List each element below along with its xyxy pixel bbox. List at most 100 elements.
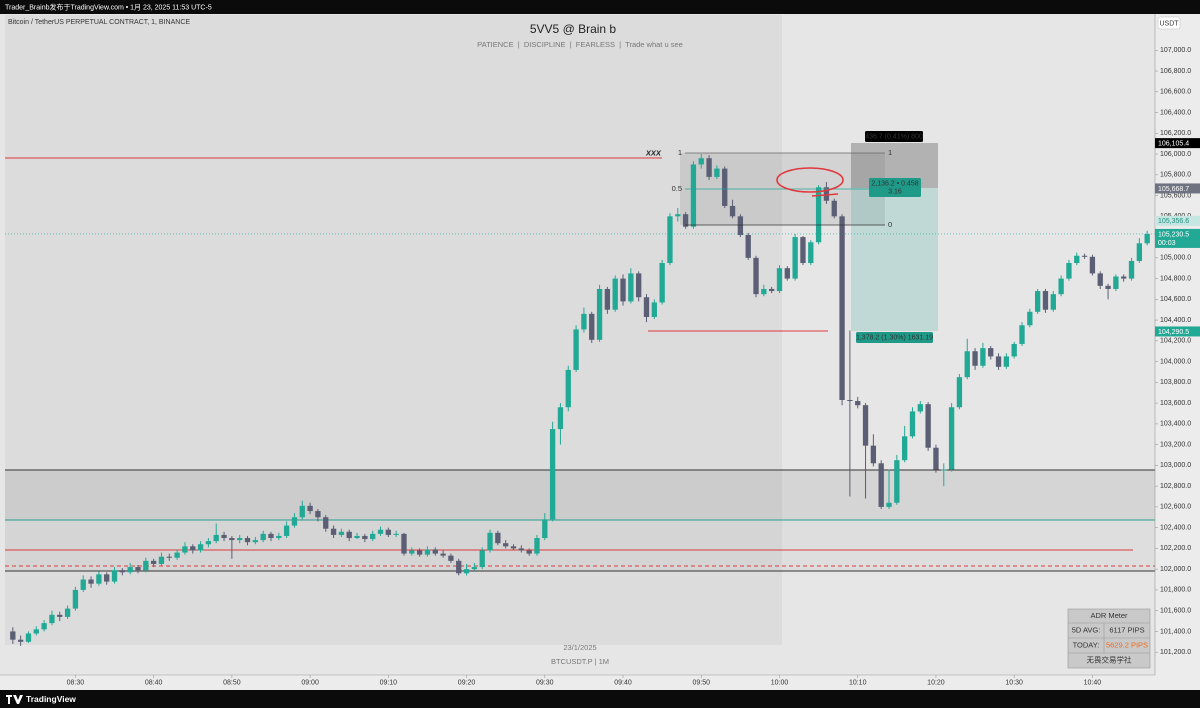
candle-body (784, 268, 790, 279)
candle-body (17, 639, 24, 642)
candle-body (690, 164, 697, 227)
candle-body (933, 447, 939, 470)
candle-body (604, 288, 611, 310)
ratio-label: 3.16 (888, 188, 902, 195)
candle-body (150, 560, 157, 564)
candle-body (722, 168, 728, 206)
candle-body (424, 549, 431, 555)
y-tick-label: 102,400.0 (1160, 524, 1191, 531)
candle-body (432, 549, 438, 554)
y-tick-label: 106,200.0 (1160, 130, 1191, 137)
candle-body (542, 519, 548, 539)
adr-meter: ADR Meter 5D AVG: 6117 PIPS TODAY: 5629.… (1067, 608, 1151, 669)
y-tick-label: 102,200.0 (1160, 545, 1191, 552)
y-tick-label: 102,000.0 (1160, 566, 1191, 573)
candle-body (221, 534, 227, 539)
candle-body (1050, 294, 1056, 310)
y-tick-label: 101,200.0 (1160, 649, 1191, 656)
chart-subtitle: PATIENCE | DISCIPLINE | FEARLESS | Trade… (477, 40, 683, 49)
brand: TradingView (26, 694, 76, 704)
candle-body (995, 356, 1002, 367)
candle-body (573, 329, 579, 370)
candle-body (135, 567, 141, 571)
candle-body (291, 517, 298, 526)
level-name: xxx (645, 147, 662, 157)
ticker-label: BTCUSDT.P | 1M (551, 657, 609, 666)
candle-body (448, 555, 454, 561)
y-tick-label: 105,800.0 (1160, 172, 1191, 179)
last-price-label: 105,230.5 (1158, 231, 1189, 238)
x-tick-label: 10:30 (1005, 679, 1023, 686)
ratio-label: 2,136.2 • 0.458 (871, 180, 918, 187)
x-tick-label: 10:40 (1084, 679, 1102, 686)
candle-body (1144, 233, 1150, 244)
candle-body (96, 574, 102, 584)
position-stop-zone (851, 188, 938, 331)
y-tick-label: 104,600.0 (1160, 296, 1191, 303)
y-tick-label: 103,600.0 (1160, 400, 1191, 407)
candle-body (1027, 311, 1033, 326)
adr-footer: 无畏交易学社 (1087, 654, 1132, 664)
candle-body (1011, 343, 1017, 357)
y-tick-label: 103,200.0 (1160, 441, 1191, 448)
candle-body (57, 614, 63, 617)
candle-body (769, 288, 775, 292)
candle-body (33, 629, 39, 634)
candle-body (792, 237, 798, 279)
candle-body (589, 313, 595, 340)
candle-body (1019, 325, 1025, 344)
candle-body (440, 553, 446, 556)
candle-body (862, 405, 869, 446)
candle-body (299, 505, 305, 518)
candle-body (815, 187, 822, 243)
candle-body (972, 351, 978, 366)
candle-body (855, 401, 861, 406)
candle-body (894, 460, 900, 503)
candle-body (902, 436, 908, 461)
candle-body (878, 463, 884, 507)
candle-body (964, 351, 970, 378)
price-tag (1155, 138, 1200, 149)
watermark: Trader_Brainb发布于TradingView.com • 1月 23,… (5, 2, 212, 11)
x-tick-label: 10:10 (849, 679, 867, 686)
price-tag (1155, 215, 1200, 226)
candle-body (401, 533, 407, 554)
candle-body (518, 548, 524, 551)
candle-body (213, 534, 219, 542)
candle-body (761, 288, 767, 295)
candle-body (143, 560, 149, 571)
x-tick-label: 08:40 (145, 679, 163, 686)
x-tick-label: 10:20 (927, 679, 945, 686)
candle-body (557, 407, 564, 430)
candle-body (628, 273, 634, 302)
price-tag (1155, 326, 1200, 337)
x-tick-label: 08:50 (223, 679, 241, 686)
candle-body (1097, 273, 1103, 286)
candle-body (409, 550, 415, 554)
candle-body (276, 535, 282, 539)
candle-body (182, 546, 188, 553)
candle-body (41, 623, 47, 630)
y-tick-label: 101,800.0 (1160, 587, 1191, 594)
adr-cell: 6117 PIPS (1109, 625, 1144, 634)
y-tick-label: 103,400.0 (1160, 421, 1191, 428)
candle-body (495, 532, 501, 544)
zone-band (5, 470, 1155, 520)
candle-body (174, 552, 180, 558)
y-tick-label: 106,600.0 (1160, 89, 1191, 96)
highlight-ellipse (776, 167, 844, 193)
y-tick-label: 106,400.0 (1160, 109, 1191, 116)
price-tag-label: 105,668.7 (1158, 186, 1189, 193)
candle-body (800, 237, 806, 264)
candle-body (127, 567, 133, 573)
candle-body (10, 631, 16, 640)
candle-body (346, 531, 352, 539)
price-axis (1155, 14, 1200, 690)
candle-body (1105, 285, 1111, 289)
candle-body (479, 550, 485, 568)
candle-body (487, 532, 493, 551)
ratio-tag (869, 178, 921, 197)
candle-body (643, 297, 650, 317)
